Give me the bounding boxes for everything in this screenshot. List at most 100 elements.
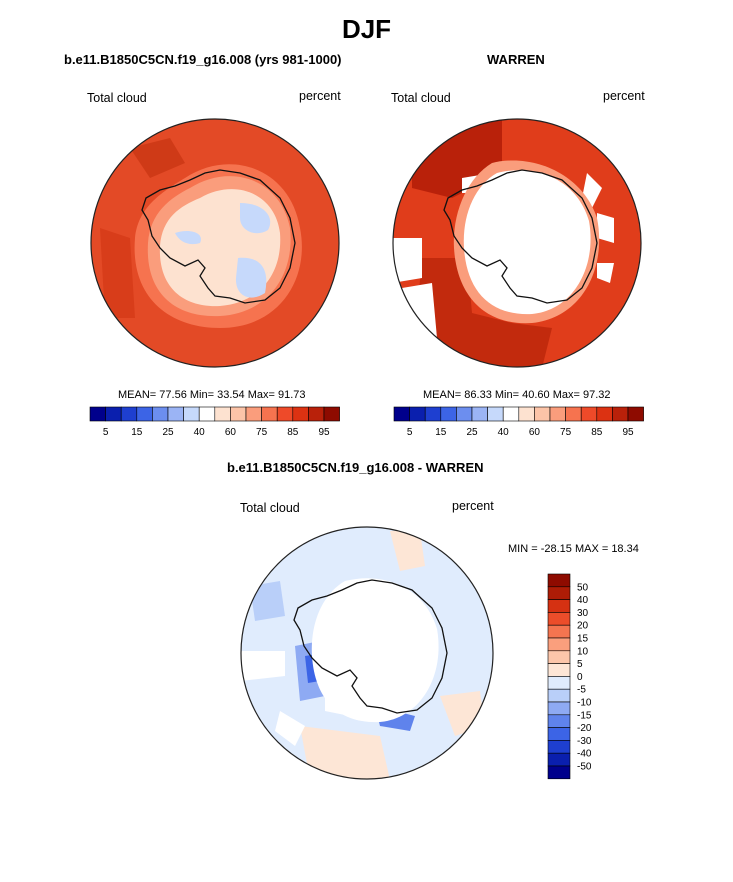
obs-max-value: 97.32 bbox=[582, 389, 611, 401]
diff-colorbar-tick-label: 15 bbox=[577, 634, 589, 645]
obs-missing-sector bbox=[597, 263, 614, 283]
diff-map-boundary bbox=[240, 526, 494, 780]
obs-colorbar-box bbox=[456, 406, 473, 422]
obs-colorbar-box bbox=[549, 406, 566, 422]
panel-diff-units-label: percent bbox=[452, 499, 494, 513]
obs-colorbar-tick-label: 75 bbox=[560, 427, 572, 438]
diff-colorbar-box bbox=[547, 586, 571, 600]
obs-map-boundary bbox=[392, 118, 642, 368]
diff-colorbar-box bbox=[547, 624, 571, 639]
obs-missing-interior bbox=[463, 170, 591, 315]
model-low-cloud-patch bbox=[235, 257, 267, 298]
obs-missing-sector bbox=[597, 213, 614, 243]
model-colorbar-box bbox=[136, 406, 153, 422]
model-min-value: 33.54 bbox=[217, 389, 245, 401]
figure-title: DJF bbox=[341, 14, 392, 44]
panel-model-title: b.e11.B1850C5CN.f19_g16.008 (yrs 981-100… bbox=[64, 52, 342, 67]
diff-colorbar-box bbox=[547, 676, 571, 690]
diff-colorbar-box bbox=[547, 740, 571, 754]
model-colorbar-box bbox=[198, 406, 216, 422]
model-colorbar-box bbox=[120, 406, 138, 422]
diff-colorbar-tick-label: -15 bbox=[577, 710, 592, 721]
panel-model-variable-label: Total cloud bbox=[87, 91, 147, 105]
diff-colorbar-box bbox=[547, 765, 571, 780]
obs-colorbar-tick-label: 25 bbox=[466, 427, 478, 438]
model-colorbar-box bbox=[276, 406, 294, 422]
model-dark-patch bbox=[130, 138, 185, 178]
obs-colorbar-box bbox=[440, 406, 457, 422]
model-mean-label: MEAN= bbox=[118, 389, 157, 401]
model-mean-value: 77.56 bbox=[159, 389, 187, 401]
model-colorbar-tick-label: 5 bbox=[103, 427, 109, 438]
model-colorbar-box bbox=[230, 406, 247, 422]
obs-colorbar-box bbox=[627, 406, 644, 422]
panel-diff-stats: MIN = -28.15 MAX = 18.34 bbox=[508, 543, 639, 555]
diff-colorbar-box bbox=[547, 727, 571, 741]
model-max-value: 91.73 bbox=[277, 389, 306, 401]
obs-dark-patch bbox=[412, 258, 552, 367]
model-low-cloud-patch bbox=[175, 231, 201, 245]
diff-colorbar-box bbox=[547, 752, 571, 767]
obs-colorbar-tick-label: 5 bbox=[407, 427, 413, 438]
model-colorbar-tick-label: 40 bbox=[194, 427, 206, 438]
model-min-label: Min= bbox=[189, 389, 215, 401]
model-colorbar-tick-label: 75 bbox=[256, 427, 268, 438]
panel-model-map bbox=[90, 118, 340, 368]
obs-colorbar-tick-label: 95 bbox=[622, 427, 634, 438]
model-antarctica-coastline bbox=[141, 169, 296, 304]
obs-colorbar-tick-label: 40 bbox=[498, 427, 510, 438]
obs-missing-sector bbox=[402, 283, 437, 348]
model-colorbar: 5 15 25 40 60 75 85 95 bbox=[89, 406, 340, 438]
obs-colorbar-box bbox=[596, 406, 613, 422]
diff-colorbar-box bbox=[547, 688, 571, 703]
model-colorbar-box bbox=[183, 406, 200, 422]
panel-diff-map bbox=[240, 526, 494, 780]
panel-obs-stats: MEAN= 86.33 Min= 40.60 Max= 97.32 bbox=[423, 389, 611, 401]
diff-colorbar-box bbox=[547, 599, 571, 613]
model-colorbar-box bbox=[167, 406, 184, 422]
obs-colorbar-box bbox=[393, 406, 410, 422]
diff-colorbar-tick-label: -10 bbox=[577, 698, 592, 709]
obs-colorbar-box bbox=[502, 406, 520, 422]
diff-positive-patch bbox=[300, 726, 390, 779]
diff-colorbar-tick-label: 5 bbox=[577, 659, 583, 670]
diff-colorbar-tick-label: 40 bbox=[577, 595, 589, 606]
model-max-label: Max= bbox=[247, 389, 275, 401]
obs-missing-sector bbox=[393, 238, 422, 283]
obs-colorbar-box bbox=[580, 406, 598, 422]
diff-colorbar-tick-label: 20 bbox=[577, 621, 589, 632]
model-colorbar-box bbox=[214, 406, 231, 422]
model-map-boundary bbox=[90, 118, 340, 368]
diff-colorbar-tick-label: 30 bbox=[577, 608, 589, 619]
panel-model-stats: MEAN= 77.56 Min= 33.54 Max= 91.73 bbox=[118, 389, 306, 401]
diff-missing-sector bbox=[275, 711, 305, 746]
model-colorbar-box bbox=[261, 406, 278, 422]
obs-colorbar-tick-label: 15 bbox=[435, 427, 447, 438]
obs-colorbar-box bbox=[471, 406, 488, 422]
obs-mean-label: MEAN= bbox=[423, 389, 462, 401]
obs-colorbar-tick-label: 60 bbox=[529, 427, 541, 438]
diff-colorbar-tick-label: -20 bbox=[577, 723, 592, 734]
obs-min-value: 40.60 bbox=[522, 389, 550, 401]
diff-negative-patch bbox=[250, 581, 285, 621]
diff-missing-interior bbox=[311, 578, 439, 723]
panel-obs-units-label: percent bbox=[603, 89, 645, 103]
model-colorbar-box bbox=[105, 406, 122, 422]
model-colorbar-box bbox=[245, 406, 262, 422]
model-low-cloud-patch bbox=[240, 203, 271, 234]
diff-missing-sector bbox=[241, 651, 285, 681]
obs-max-label: Max= bbox=[552, 389, 580, 401]
obs-colorbar-box bbox=[518, 406, 535, 422]
obs-colorbar: 5 15 25 40 60 75 85 95 bbox=[393, 406, 644, 438]
obs-antarctica-coastline bbox=[443, 169, 598, 304]
model-colorbar-tick-label: 15 bbox=[131, 427, 143, 438]
diff-colorbar-box bbox=[547, 714, 571, 728]
diff-colorbar-box bbox=[547, 612, 571, 626]
obs-mean-value: 86.33 bbox=[464, 389, 492, 401]
diff-colorbar-tick-label: -40 bbox=[577, 749, 592, 760]
diff-colorbar-box bbox=[547, 650, 571, 664]
panel-obs-title: WARREN bbox=[487, 52, 545, 67]
model-colorbar-tick-label: 85 bbox=[287, 427, 299, 438]
panel-obs-map bbox=[392, 118, 642, 368]
